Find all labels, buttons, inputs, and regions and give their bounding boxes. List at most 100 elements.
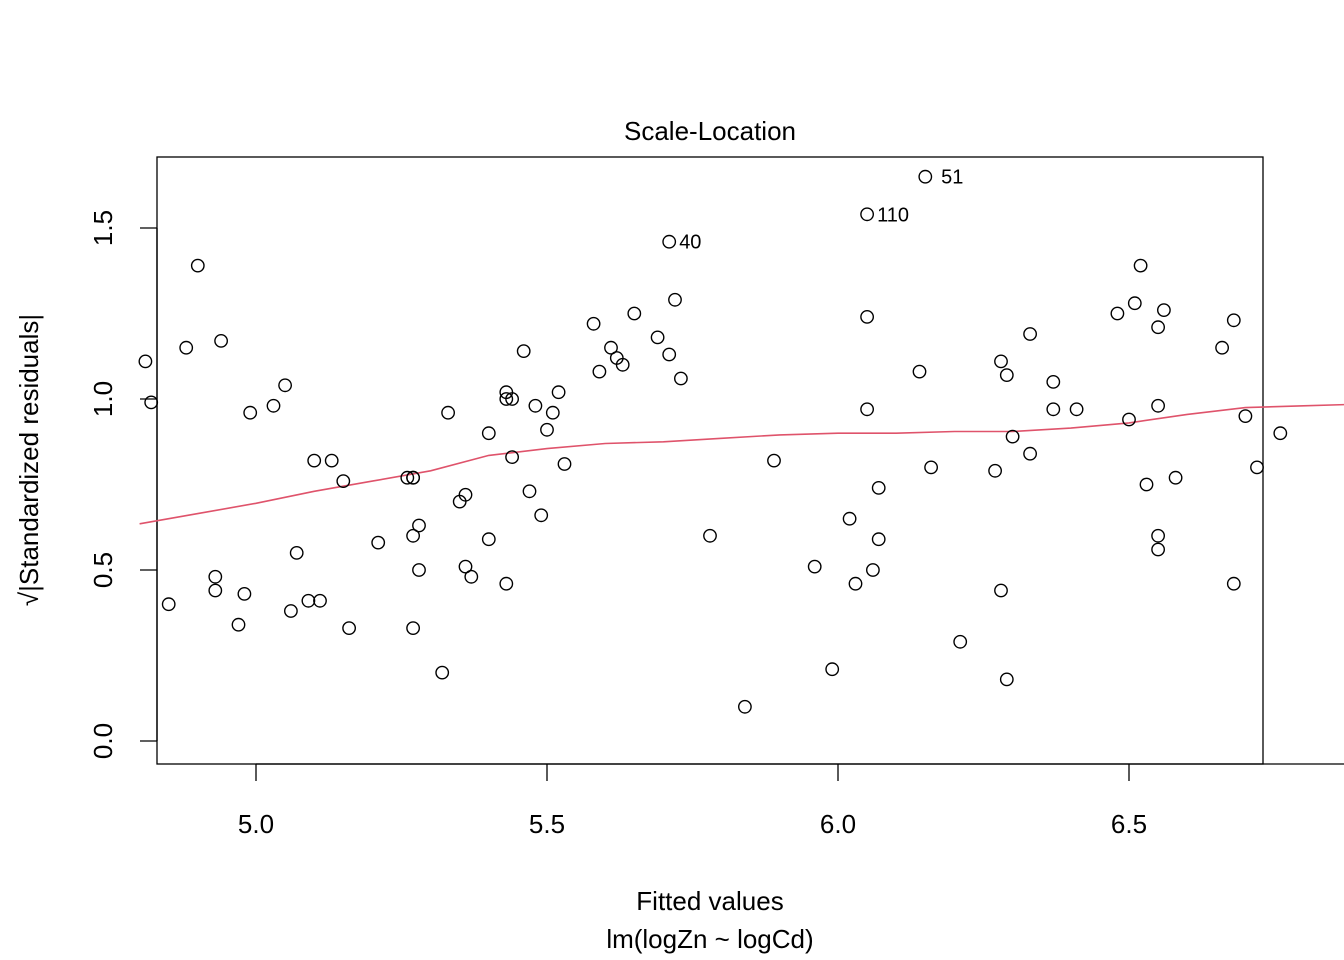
data-point [516, 344, 531, 358]
data-point [592, 364, 607, 379]
data-point [144, 395, 159, 410]
data-point [1127, 296, 1142, 311]
data-point [406, 470, 420, 485]
data-point [1157, 303, 1171, 317]
data-point [627, 306, 642, 321]
data-point [545, 405, 560, 420]
y-tick-label: 1.5 [88, 210, 118, 246]
data-point [522, 484, 537, 499]
data-point [283, 604, 298, 618]
x-tick-label: 5.0 [238, 809, 274, 839]
data-point [551, 385, 566, 400]
data-point [1005, 429, 1020, 444]
data-point [528, 398, 543, 413]
data-point [662, 347, 677, 362]
data-point [866, 563, 880, 577]
data-point [918, 169, 933, 184]
data-point [767, 453, 781, 468]
data-point [400, 470, 415, 485]
data-point [138, 354, 153, 369]
data-point [999, 672, 1014, 687]
data-point [1168, 470, 1183, 485]
data-point [505, 450, 519, 464]
data-point [179, 340, 194, 355]
data-point [540, 422, 554, 437]
data-point [871, 532, 886, 547]
data-point [1151, 398, 1166, 413]
data-point [842, 511, 857, 526]
point-label: 51 [941, 167, 963, 189]
data-point [481, 426, 496, 441]
data-point [1110, 306, 1125, 321]
data-point [342, 621, 356, 635]
data-point [458, 487, 473, 502]
data-point [703, 528, 717, 543]
data-point [214, 333, 229, 348]
data-point [1238, 409, 1253, 423]
smoother-line [139, 403, 1344, 525]
data-point [860, 207, 874, 222]
data-point [988, 463, 1002, 478]
data-point [1215, 340, 1230, 355]
data-point [1023, 327, 1037, 341]
data-point [499, 392, 514, 406]
data-point [1151, 320, 1166, 335]
data-point [860, 309, 874, 324]
data-point [586, 316, 601, 331]
data-point [668, 292, 682, 307]
x-tick-label: 6.5 [1111, 809, 1147, 839]
data-point [412, 563, 426, 577]
y-axis-label: √|Standardized residuals| [14, 314, 44, 606]
data-point [266, 398, 281, 413]
y-tick-label: 0.0 [88, 723, 118, 759]
data-point [1226, 313, 1241, 328]
data-point [912, 364, 927, 379]
data-point [1151, 542, 1166, 557]
data-point [161, 597, 176, 612]
data-point [307, 453, 322, 468]
y-tick-label: 1.0 [88, 381, 118, 417]
data-point [464, 569, 479, 584]
x-axis-sublabel: lm(logZn ~ logCd) [606, 924, 813, 954]
data-point [237, 587, 252, 601]
data-point [1069, 402, 1084, 417]
x-axis-label: Fitted values [636, 886, 783, 916]
data-point [313, 593, 327, 608]
data-point [406, 528, 420, 543]
data-point [406, 621, 420, 635]
data-point [674, 371, 688, 386]
data-point [1226, 576, 1241, 591]
data-point [324, 453, 339, 468]
data-point [231, 617, 246, 632]
x-tick-label: 6.0 [820, 809, 856, 839]
axes: 5.05.56.06.57.07.58.00.00.51.01.5 [88, 210, 1344, 839]
data-point [994, 583, 1008, 598]
data-point [825, 662, 840, 677]
data-point [1133, 258, 1148, 273]
data-point [650, 330, 665, 345]
data-point [301, 593, 316, 608]
data-point [441, 405, 455, 420]
data-point [999, 368, 1014, 382]
smoother-layer [139, 403, 1344, 525]
points-layer [138, 169, 1288, 714]
data-point [190, 258, 205, 273]
data-point [336, 474, 351, 488]
data-point [1273, 426, 1288, 441]
data-point [662, 234, 677, 249]
data-point [481, 532, 496, 547]
data-point [860, 402, 874, 417]
data-point [615, 357, 630, 372]
chart-title: Scale-Location [624, 116, 796, 146]
data-point [557, 457, 572, 471]
data-point [534, 508, 549, 523]
data-point [505, 392, 519, 406]
data-point [243, 405, 258, 420]
data-point [1046, 402, 1061, 417]
data-point [435, 665, 450, 680]
point-labels-layer: 51 110 40 [679, 167, 963, 254]
data-point [848, 576, 863, 591]
y-tick-label: 0.5 [88, 552, 118, 588]
data-point [1151, 528, 1166, 543]
